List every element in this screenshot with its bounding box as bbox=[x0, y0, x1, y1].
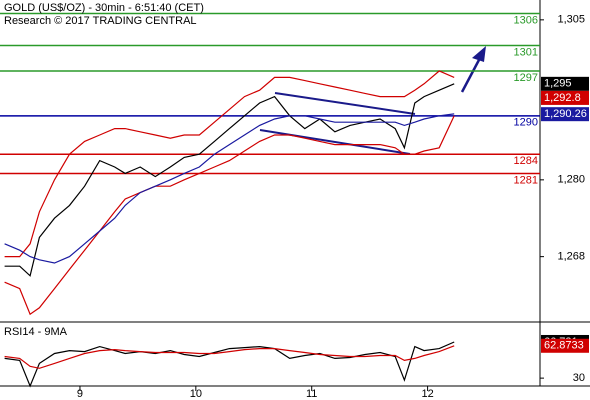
channel-line bbox=[259, 129, 411, 155]
series-line bbox=[4, 83, 455, 277]
x-tick-label: 12 bbox=[421, 388, 433, 400]
price-tag-label: 62.8733 bbox=[544, 340, 584, 352]
price-tag bbox=[541, 107, 589, 122]
series-line bbox=[4, 113, 455, 264]
channel-line bbox=[274, 92, 416, 115]
plot-layer: 1,305 1,280 1,268 1306 1301 1297 1290 1284 1281 1… bbox=[0, 12, 589, 400]
y-tick-label: 1,268 bbox=[557, 251, 585, 263]
series-line bbox=[4, 345, 455, 369]
y-tick-label: 1,280 bbox=[557, 174, 585, 186]
price-tag-label: 1,295 bbox=[544, 78, 572, 90]
price-tag bbox=[541, 338, 589, 353]
level-label: 1297 bbox=[514, 72, 538, 84]
x-tick-label: 9 bbox=[77, 388, 83, 400]
y-tick-label: 30 bbox=[573, 372, 585, 384]
panel-title: RSI14 - 9MA bbox=[4, 326, 68, 338]
series-line bbox=[4, 70, 455, 258]
arrow bbox=[460, 57, 482, 93]
price-tag bbox=[541, 90, 589, 105]
chart-title: GOLD (US$/OZ) - 30min - 6:51:40 (CET) bbox=[4, 2, 204, 14]
y-tick-label: 1,305 bbox=[557, 14, 585, 26]
price-tag bbox=[541, 76, 589, 91]
level-label: 1284 bbox=[514, 155, 538, 167]
level-label: 1281 bbox=[514, 174, 538, 186]
price-tag-label: 1,292.8 bbox=[544, 92, 581, 104]
level-label: 1301 bbox=[514, 46, 538, 58]
arrow-head bbox=[472, 46, 486, 62]
x-tick-label: 10 bbox=[190, 388, 202, 400]
level-label: 1290 bbox=[514, 117, 538, 129]
chart-subtitle: Research © 2017 TRADING CENTRAL bbox=[4, 15, 197, 27]
level-label: 1306 bbox=[514, 14, 538, 26]
x-tick-label: 11 bbox=[306, 388, 317, 400]
price-tag-label: 1,290.26 bbox=[544, 108, 587, 120]
series-line bbox=[4, 115, 455, 316]
